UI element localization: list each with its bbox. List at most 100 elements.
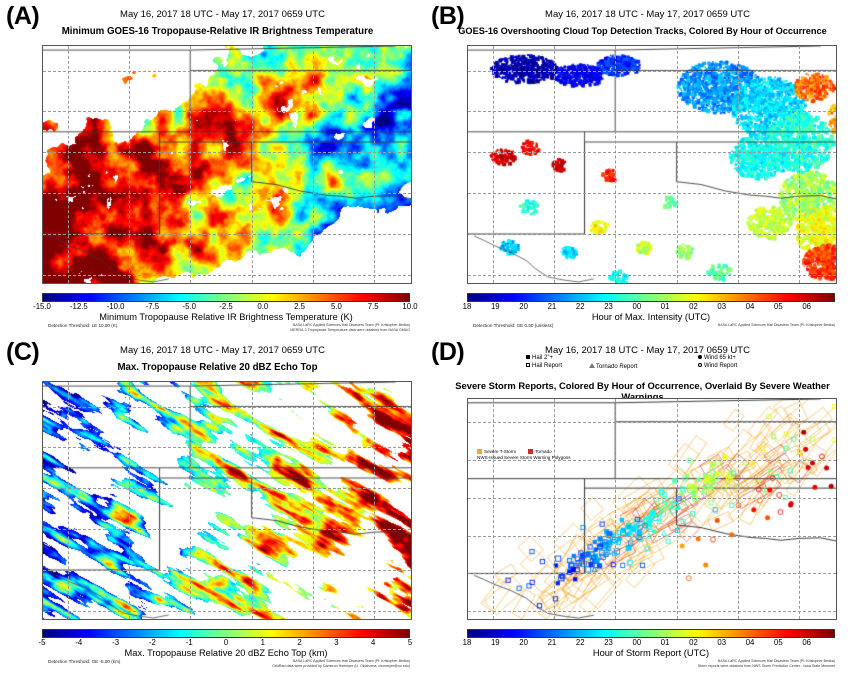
colorbar-tick: 05 [774,638,783,647]
colorbar-tick: 23 [604,638,613,647]
warning-legend-swatches: Severe T-Storm Tornado [477,449,571,455]
severe-tstorm-label: Severe T-Storm [484,449,517,455]
colorbar-tick: 20 [519,638,528,647]
panel-c-title: Max. Tropopause Relative 20 dBZ Echo Top [117,362,318,373]
gridline-latitude [468,193,836,195]
severe-tstorm-swatch [477,449,482,455]
gridline-longitude [553,399,555,619]
panel-a-colorbar-group: -15.0 -12.5 -10.0 -7.5 -5.0 -2.5 0.0 2.5 5.0 7.5 1… [33,293,418,338]
gridline-longitude [67,382,69,619]
gridline-longitude [374,382,376,619]
gridline-latitude [468,611,836,613]
open-square-icon [523,363,532,369]
panel-c-canvas [43,382,411,619]
gridline-longitude [615,399,617,619]
panel-c-footer: Detection Threshold: GE -5.00 (km) NASA … [42,659,410,674]
gridline-latitude [468,274,836,276]
panel-b-title: GOES-16 Overshooting Cloud Top Detection… [458,26,827,36]
colorbar-tick: 18 [462,638,472,647]
gridline-latitude [43,111,411,113]
colorbar-tick: 2.5 [294,302,306,311]
open-circle-icon [695,363,704,369]
gridline-latitude [43,488,411,490]
colorbar-tick: 5.0 [330,302,342,311]
colorbar-tick: 1 [260,638,265,647]
gridline-latitude [468,111,836,113]
panel-c-date: May 16, 2017 18 UTC - May 17, 2017 0659 … [120,345,325,356]
gridline-latitude [43,152,411,154]
gridline-latitude [43,529,411,531]
panel-a-canvas [43,46,411,283]
colorbar-tick: 06 [802,302,812,311]
filled-circle-icon [695,355,704,361]
storm-report-legend-item: Wind Report [695,363,737,370]
gridline-longitude [737,399,739,619]
colorbar-tick: 10.0 [402,302,418,311]
colorbar-tick: -12.5 [69,302,88,311]
gridline-longitude [251,382,253,619]
panel-b-date: May 16, 2017 18 UTC - May 17, 2017 0659 … [545,9,750,20]
gridline-latitude [468,70,836,72]
panel-a-map: 40.0038.0036.0034.0032.0030.00-106.00-10… [42,45,412,284]
tornado-label: Tornado [535,449,552,455]
colorbar-tick: -15.0 [33,302,51,311]
colorbar-tick: 01 [660,302,670,311]
colorbar-tick: 00 [632,638,642,647]
gridline-longitude [190,382,192,619]
colorbar-tick: 21 [547,638,557,647]
panel-d-colorbar-label: Hour of Storm Report (UTC) [592,648,710,658]
panel-a-letter: (A) [6,2,40,30]
colorbar-tick: 05 [774,302,783,311]
colorbar-tick: 21 [547,302,557,311]
storm-report-legend-item: Wind 65 kt+ [695,355,736,362]
gridline-longitude [128,382,130,619]
colorbar-tick: 22 [575,302,585,311]
panel-c-colorbar-label: Max. Tropopause Relative 20 dBZ Echo Top… [124,648,328,658]
panel-a-credit: NASA LaRC Applied Sciences Hail Disaster… [290,323,410,333]
colorbar-tick: 19 [490,638,500,647]
panel-c-colorbar [42,629,410,638]
panel-c-map: 40.0038.0036.0034.0032.0030.00-106.00-10… [42,381,412,620]
colorbar-tick: -2 [148,638,156,647]
panel-b: (B) May 16, 2017 18 UTC - May 17, 2017 0… [425,0,850,335]
panel-d: (D) May 16, 2017 18 UTC - May 17, 2017 0… [425,336,850,671]
colorbar-tick: 5 [407,638,413,647]
legend-label: Wind Report [704,363,738,369]
colorbar-tick: -7.5 [145,302,160,311]
colorbar-tick: 2 [297,638,302,647]
gridline-latitude [468,497,836,499]
panel-b-canvas [468,46,836,283]
open-triangle-icon [587,363,596,370]
colorbar-tick: 02 [689,638,698,647]
gridline-longitude [374,46,376,283]
panel-a-colorbar [42,293,410,302]
colorbar-tick: 00 [632,302,642,311]
panel-d-warning-legend: Severe T-Storm Tornado NWS-Issued Severe … [477,449,571,460]
panel-b-footer: Detection Threshold: GE 0.50 (unitless) … [467,323,835,338]
warning-legend-title: NWS-Issued Severe Storm Warning Polygons [477,455,571,461]
panel-c-colorbar-group: -5 -4 -3 -2 -1 0 1 2 3 4 5 Max. Tropopause Relativ… [38,629,413,674]
colorbar-tick: -5 [38,638,46,647]
panel-b-letter: (B) [431,2,465,30]
panel-d-colorbar-group: 18 19 20 21 22 23 00 01 02 03 04 05 06 Hour of Storm… [463,629,835,674]
panel-d-credit: NASA LaRC Applied Sciences Hail Disaster… [697,659,835,669]
panel-d-canvas [468,399,836,619]
panel-a-colorbar-label: Minimum Tropopause Relative IR Brightnes… [99,312,353,322]
colorbar-tick: -2.5 [219,302,233,311]
panel-a-threshold: Detection Threshold: LE 10.00 (K) [48,323,118,328]
colorbar-tick: 03 [717,638,727,647]
gridline-longitude [737,46,739,283]
storm-report-legend-item: Hail Report [523,363,562,370]
panel-a-footer: Detection Threshold: LE 10.00 (K) NASA L… [42,323,410,338]
gridline-longitude [553,46,555,283]
panel-a: (A) May 16, 2017 18 UTC - May 17, 2017 0… [0,0,425,335]
colorbar-tick: -3 [112,638,120,647]
panel-d-footer: NASA LaRC Applied Sciences Hail Disaster… [467,659,835,674]
legend-label: Tornado Report [596,363,638,370]
gridline-latitude [468,233,836,235]
gridline-longitude [492,46,494,283]
tornado-swatch [528,449,534,455]
panel-d-marker-legend: Hail 2"+ Hail Report Tornado Report Wind 65… [465,355,846,377]
gridline-longitude [799,46,801,283]
colorbar-tick: 0 [223,638,229,647]
